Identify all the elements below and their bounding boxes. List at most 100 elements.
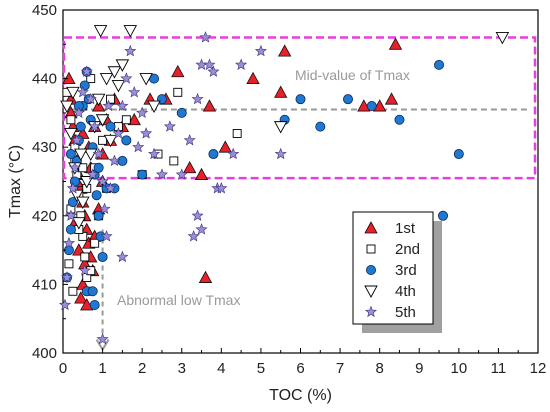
data-point-2nd <box>98 135 108 145</box>
data-point-5th <box>254 44 267 57</box>
x-tick-label: 0 <box>59 360 67 377</box>
data-point-4th <box>111 80 126 93</box>
data-point-3rd <box>93 162 104 173</box>
x-tick-label: 12 <box>530 360 547 377</box>
legend-marker-1st <box>364 221 378 234</box>
data-point-5th <box>136 106 149 119</box>
data-point-5th <box>235 58 248 70</box>
x-tick-label: 10 <box>450 360 467 377</box>
tmax-range-box <box>62 36 537 180</box>
data-point-5th <box>112 127 125 139</box>
data-point-4th <box>66 86 80 100</box>
data-point-2nd <box>232 129 242 138</box>
data-point-3rd <box>67 197 78 208</box>
data-point-3rd <box>105 121 116 132</box>
data-point-1st <box>274 85 288 98</box>
data-point-3rd <box>208 149 219 160</box>
x-axis-title: TOC (%) <box>269 387 332 404</box>
data-point-5th <box>215 182 228 194</box>
data-point-5th <box>98 202 111 215</box>
data-point-5th <box>124 44 137 57</box>
data-point-2nd <box>90 238 100 248</box>
data-point-5th <box>58 298 71 311</box>
legend-marker-2nd <box>366 244 376 254</box>
mid-value-label: Mid-value of Tmax <box>295 67 410 83</box>
data-point-2nd <box>78 163 88 173</box>
data-point-5th <box>116 99 129 112</box>
data-point-4th <box>123 25 138 38</box>
data-point-5th <box>120 72 133 84</box>
data-point-3rd <box>93 210 104 221</box>
data-point-4th <box>139 73 153 86</box>
data-point-3rd <box>75 121 86 132</box>
data-point-4th <box>93 25 108 38</box>
data-point-3rd <box>137 169 148 180</box>
legend-entry-4th: 4th <box>364 283 416 300</box>
data-point-3rd <box>89 299 100 310</box>
data-point-3rd <box>91 190 102 201</box>
data-point-5th <box>76 86 89 98</box>
x-tick-label: 5 <box>257 360 265 377</box>
data-point-5th <box>187 230 200 242</box>
data-point-5th <box>274 147 287 160</box>
data-point-5th <box>80 65 93 77</box>
legend: 1st 2nd 3rd 4th 5th <box>352 211 442 333</box>
data-point-3rd <box>69 176 80 187</box>
data-point-5th <box>72 106 85 119</box>
data-point-3rd <box>434 59 445 70</box>
data-point-4th <box>70 189 84 203</box>
data-point-3rd <box>453 149 464 160</box>
data-point-5th <box>64 209 77 221</box>
data-point-4th <box>74 148 88 161</box>
series-5th <box>58 31 287 345</box>
data-point-1st <box>74 291 88 304</box>
data-point-5th <box>155 168 168 180</box>
data-point-3rd <box>65 149 76 160</box>
data-point-2nd <box>121 115 131 125</box>
data-point-3rd <box>87 286 98 297</box>
data-point-1st <box>388 37 403 50</box>
data-point-2nd <box>173 87 183 97</box>
y-tick-label: 450 <box>32 2 57 19</box>
abnormal-low-label: Abnormal low Tmax <box>117 292 240 308</box>
data-point-5th <box>183 134 196 146</box>
data-point-4th <box>107 66 122 79</box>
data-point-5th <box>175 168 188 180</box>
data-point-1st <box>127 112 141 126</box>
data-point-4th <box>115 59 130 72</box>
data-point-5th <box>66 182 79 194</box>
data-point-2nd <box>66 115 76 125</box>
x-tick-label: 3 <box>178 360 186 377</box>
y-tick-label: 430 <box>32 139 57 156</box>
data-point-5th <box>128 86 141 98</box>
data-point-5th <box>78 264 91 276</box>
data-point-5th <box>96 175 109 187</box>
data-point-4th <box>91 93 106 107</box>
data-point-3rd <box>121 135 132 146</box>
data-point-5th <box>132 140 145 153</box>
data-point-5th <box>96 332 109 345</box>
data-point-3rd <box>97 251 108 262</box>
data-point-4th <box>147 100 161 113</box>
data-point-5th <box>100 230 113 242</box>
legend-entry-3rd: 3rd <box>365 262 417 279</box>
data-point-2nd <box>106 94 115 104</box>
data-point-4th <box>83 148 98 161</box>
data-point-2nd <box>64 259 74 269</box>
data-point-3rd <box>176 107 187 118</box>
data-point-2nd <box>169 156 179 166</box>
data-point-1st <box>198 270 213 283</box>
data-point-3rd <box>117 155 128 166</box>
data-point-3rd <box>437 210 448 221</box>
data-point-4th <box>60 100 74 113</box>
plot-area-frame <box>62 9 539 354</box>
data-point-5th <box>60 271 73 283</box>
data-point-5th <box>104 182 117 194</box>
legend-label-1st: 1st <box>395 220 416 237</box>
series-4th <box>60 25 510 230</box>
x-tick-label: 1 <box>98 360 106 377</box>
data-point-2nd <box>80 252 90 262</box>
data-point-4th <box>72 217 86 230</box>
